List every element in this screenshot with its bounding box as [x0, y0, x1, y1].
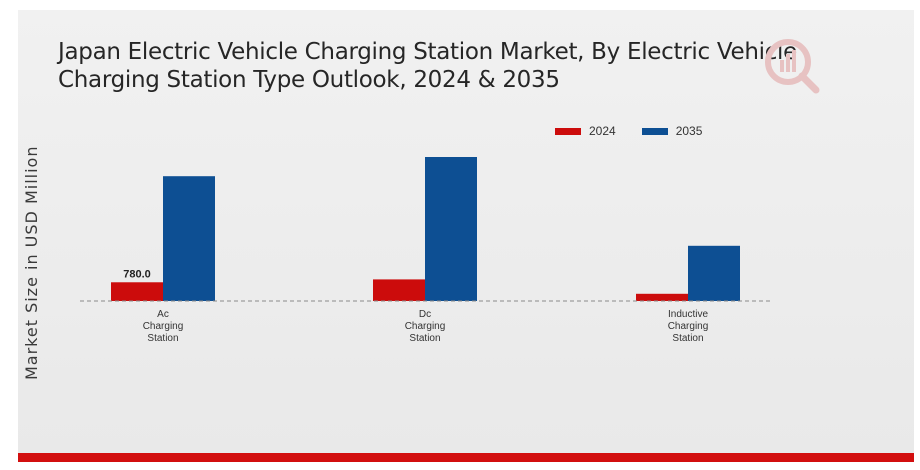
legend: 2024 2035 — [555, 124, 702, 138]
legend-item-2024: 2024 — [555, 124, 616, 138]
bottom-accent-bar — [18, 453, 914, 462]
bar-2035-0 — [163, 176, 215, 301]
chart-title: Japan Electric Vehicle Charging Station … — [58, 39, 797, 93]
legend-item-2035: 2035 — [641, 124, 703, 138]
legend-swatch-2035 — [641, 127, 668, 135]
bar-2024-2 — [636, 293, 688, 301]
bar-2024-1 — [373, 279, 425, 301]
x-tick-label-0: Ac Charging Station — [143, 309, 184, 344]
legend-label-2024: 2024 — [589, 124, 616, 138]
bar-2035-1 — [425, 157, 477, 301]
x-tick-label-1: Dc Charging Station — [405, 309, 446, 344]
data-label-0: 780.0 — [123, 268, 151, 280]
bar-2024-0 — [111, 282, 163, 301]
bar-2035-2 — [688, 245, 740, 301]
legend-swatch-2024 — [555, 127, 581, 135]
watermark-logo-icon — [765, 39, 820, 94]
x-tick-label-2: Inductive Charging Station — [668, 309, 709, 344]
legend-label-2035: 2035 — [675, 124, 703, 138]
